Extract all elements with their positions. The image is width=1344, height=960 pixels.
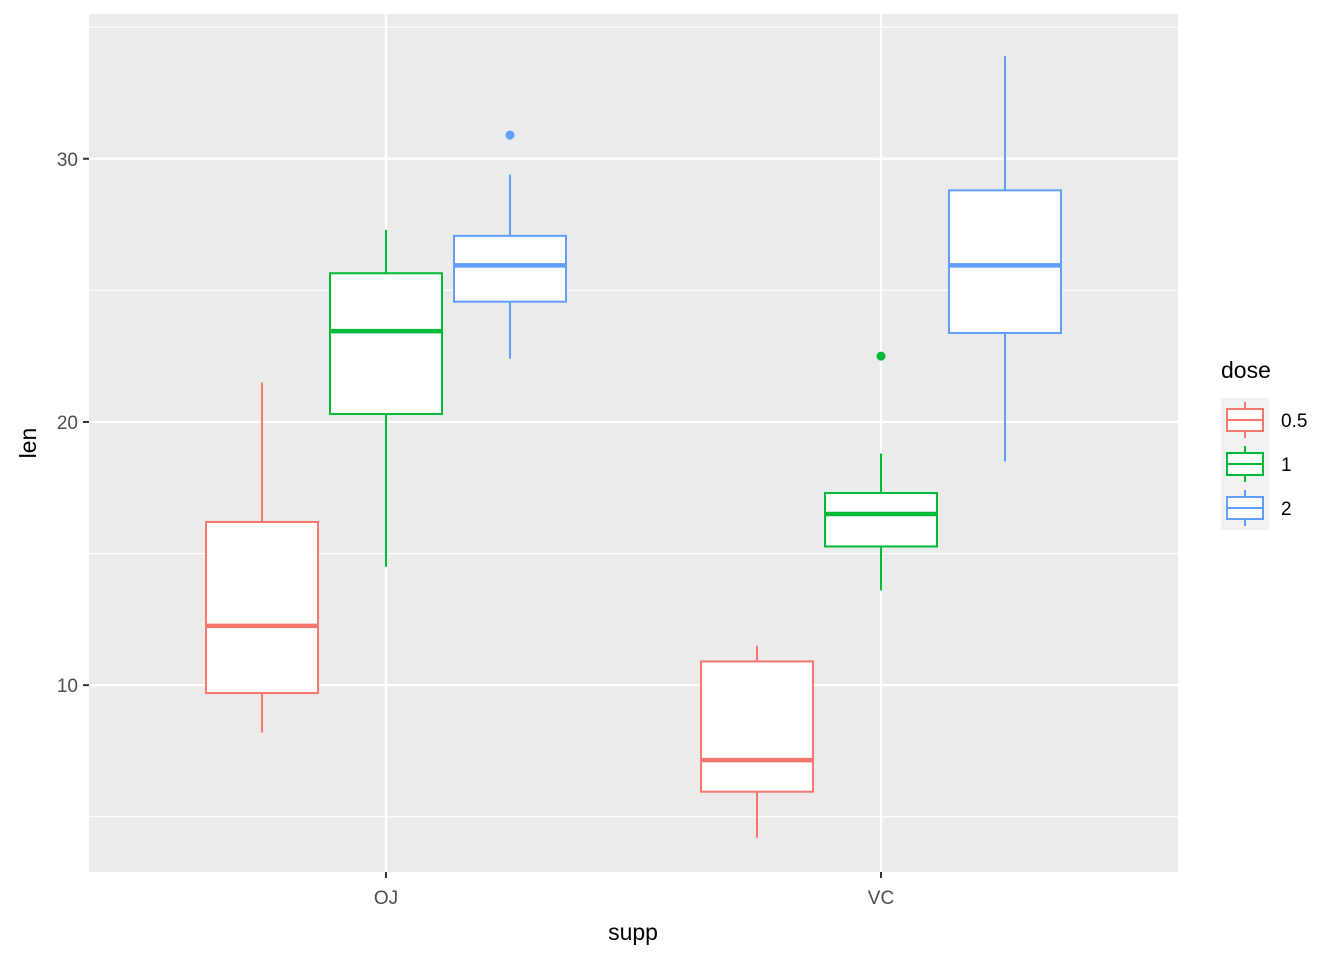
x-tick-label: OJ	[374, 888, 398, 909]
y-tick-label: 20	[57, 413, 78, 434]
outlier-point	[876, 351, 886, 361]
x-axis: OJ VC	[374, 872, 894, 909]
box-iqr	[700, 660, 814, 793]
box-iqr	[453, 234, 567, 303]
legend-item-2: 2	[1221, 486, 1292, 530]
panel-background	[89, 14, 1178, 872]
outlier-point	[505, 130, 515, 140]
legend-item-1: 1	[1221, 442, 1292, 486]
box-1-OJ	[329, 229, 443, 567]
x-tick-label: VC	[868, 888, 894, 909]
legend: dose 0.5 1 2	[1221, 357, 1307, 530]
legend-title: dose	[1221, 357, 1271, 383]
box-iqr	[205, 520, 319, 695]
box-2-VC	[948, 56, 1062, 462]
box-0.5-OJ	[205, 382, 319, 733]
y-axis: 10 20 30	[57, 150, 89, 697]
y-tick-label: 10	[57, 676, 78, 697]
y-axis-title: len	[15, 428, 41, 459]
x-axis-title: supp	[608, 919, 658, 945]
y-tick-label: 30	[57, 150, 78, 171]
boxplot-layer	[205, 56, 1062, 838]
legend-label: 1	[1281, 455, 1292, 476]
box-iqr	[948, 189, 1062, 334]
legend-label: 0.5	[1281, 411, 1307, 432]
box-0.5-VC	[700, 645, 814, 838]
legend-label: 2	[1281, 499, 1292, 520]
legend-item-0.5: 0.5	[1221, 398, 1307, 442]
box-1-VC	[824, 351, 938, 591]
box-iqr	[329, 272, 443, 416]
box-2-OJ	[453, 130, 567, 359]
box-iqr	[824, 492, 938, 548]
